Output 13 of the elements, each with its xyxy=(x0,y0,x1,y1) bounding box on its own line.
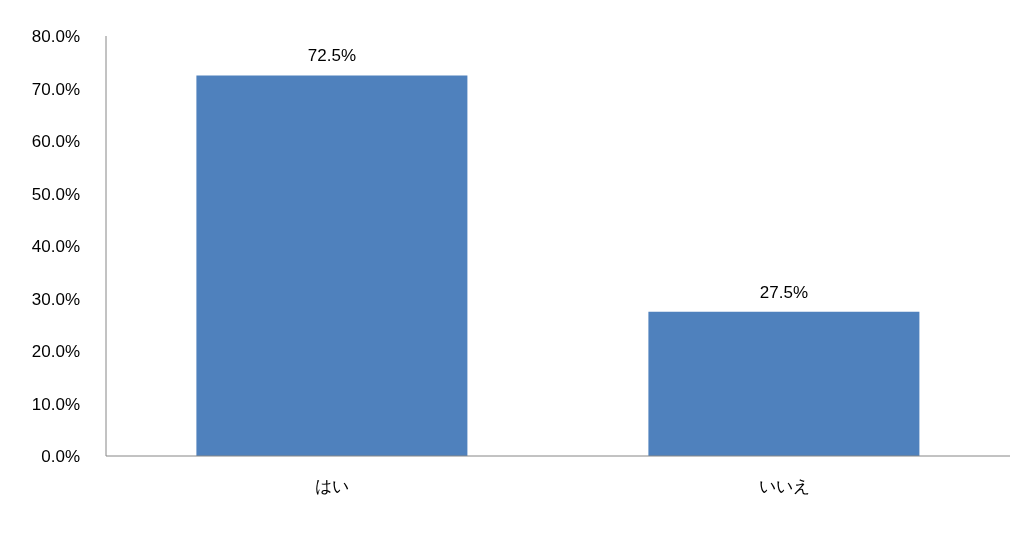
y-tick-label: 20.0% xyxy=(31,342,80,362)
y-tick-label: 30.0% xyxy=(31,289,80,309)
y-tick-label: 10.0% xyxy=(31,394,80,414)
y-tick-label: 80.0% xyxy=(31,27,80,47)
data-label: 27.5% xyxy=(759,282,808,302)
data-label: 72.5% xyxy=(307,46,356,66)
x-tick-label: いいえ xyxy=(758,477,810,497)
y-tick-label: 40.0% xyxy=(31,237,80,257)
y-tick-label: 60.0% xyxy=(31,132,80,152)
x-tick-label: はい xyxy=(315,477,349,497)
y-tick-label: 70.0% xyxy=(31,79,80,99)
y-tick-label: 0.0% xyxy=(41,447,80,467)
y-tick-label: 50.0% xyxy=(31,184,80,204)
